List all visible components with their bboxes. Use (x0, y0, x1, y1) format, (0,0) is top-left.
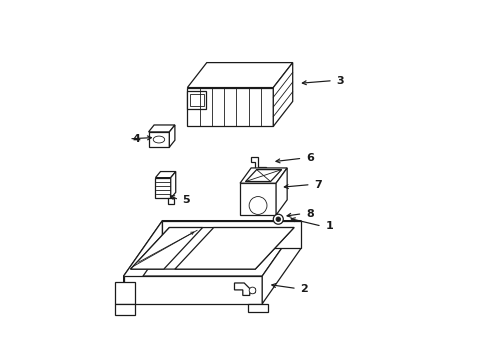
Polygon shape (162, 221, 301, 248)
Text: 2: 2 (300, 284, 308, 293)
Polygon shape (273, 63, 293, 126)
Text: 4: 4 (133, 134, 141, 144)
Polygon shape (170, 125, 175, 147)
Circle shape (249, 197, 267, 215)
Polygon shape (148, 132, 170, 147)
Polygon shape (187, 91, 206, 109)
Text: 6: 6 (306, 153, 314, 163)
Polygon shape (235, 283, 255, 296)
Polygon shape (276, 168, 287, 215)
Polygon shape (130, 228, 203, 269)
Polygon shape (171, 172, 176, 198)
Polygon shape (248, 304, 268, 312)
Text: 7: 7 (314, 180, 322, 190)
Polygon shape (123, 221, 301, 276)
Circle shape (273, 214, 283, 224)
Polygon shape (130, 228, 294, 269)
Polygon shape (115, 282, 135, 304)
Circle shape (276, 217, 281, 221)
Polygon shape (240, 183, 276, 215)
Polygon shape (168, 198, 173, 204)
Polygon shape (123, 276, 262, 304)
Polygon shape (115, 304, 135, 315)
Polygon shape (155, 177, 171, 198)
Polygon shape (155, 172, 176, 177)
Polygon shape (262, 221, 301, 304)
Text: 8: 8 (306, 209, 314, 219)
Polygon shape (190, 94, 203, 106)
Text: 1: 1 (325, 221, 333, 231)
Polygon shape (251, 157, 267, 174)
Ellipse shape (153, 136, 165, 143)
Text: 3: 3 (337, 76, 344, 86)
Polygon shape (187, 63, 293, 87)
Circle shape (249, 287, 256, 294)
Polygon shape (148, 125, 175, 132)
Polygon shape (245, 170, 282, 181)
Polygon shape (240, 168, 287, 183)
Polygon shape (123, 221, 162, 304)
Polygon shape (175, 228, 294, 269)
Polygon shape (187, 87, 273, 126)
Text: 5: 5 (183, 195, 190, 205)
